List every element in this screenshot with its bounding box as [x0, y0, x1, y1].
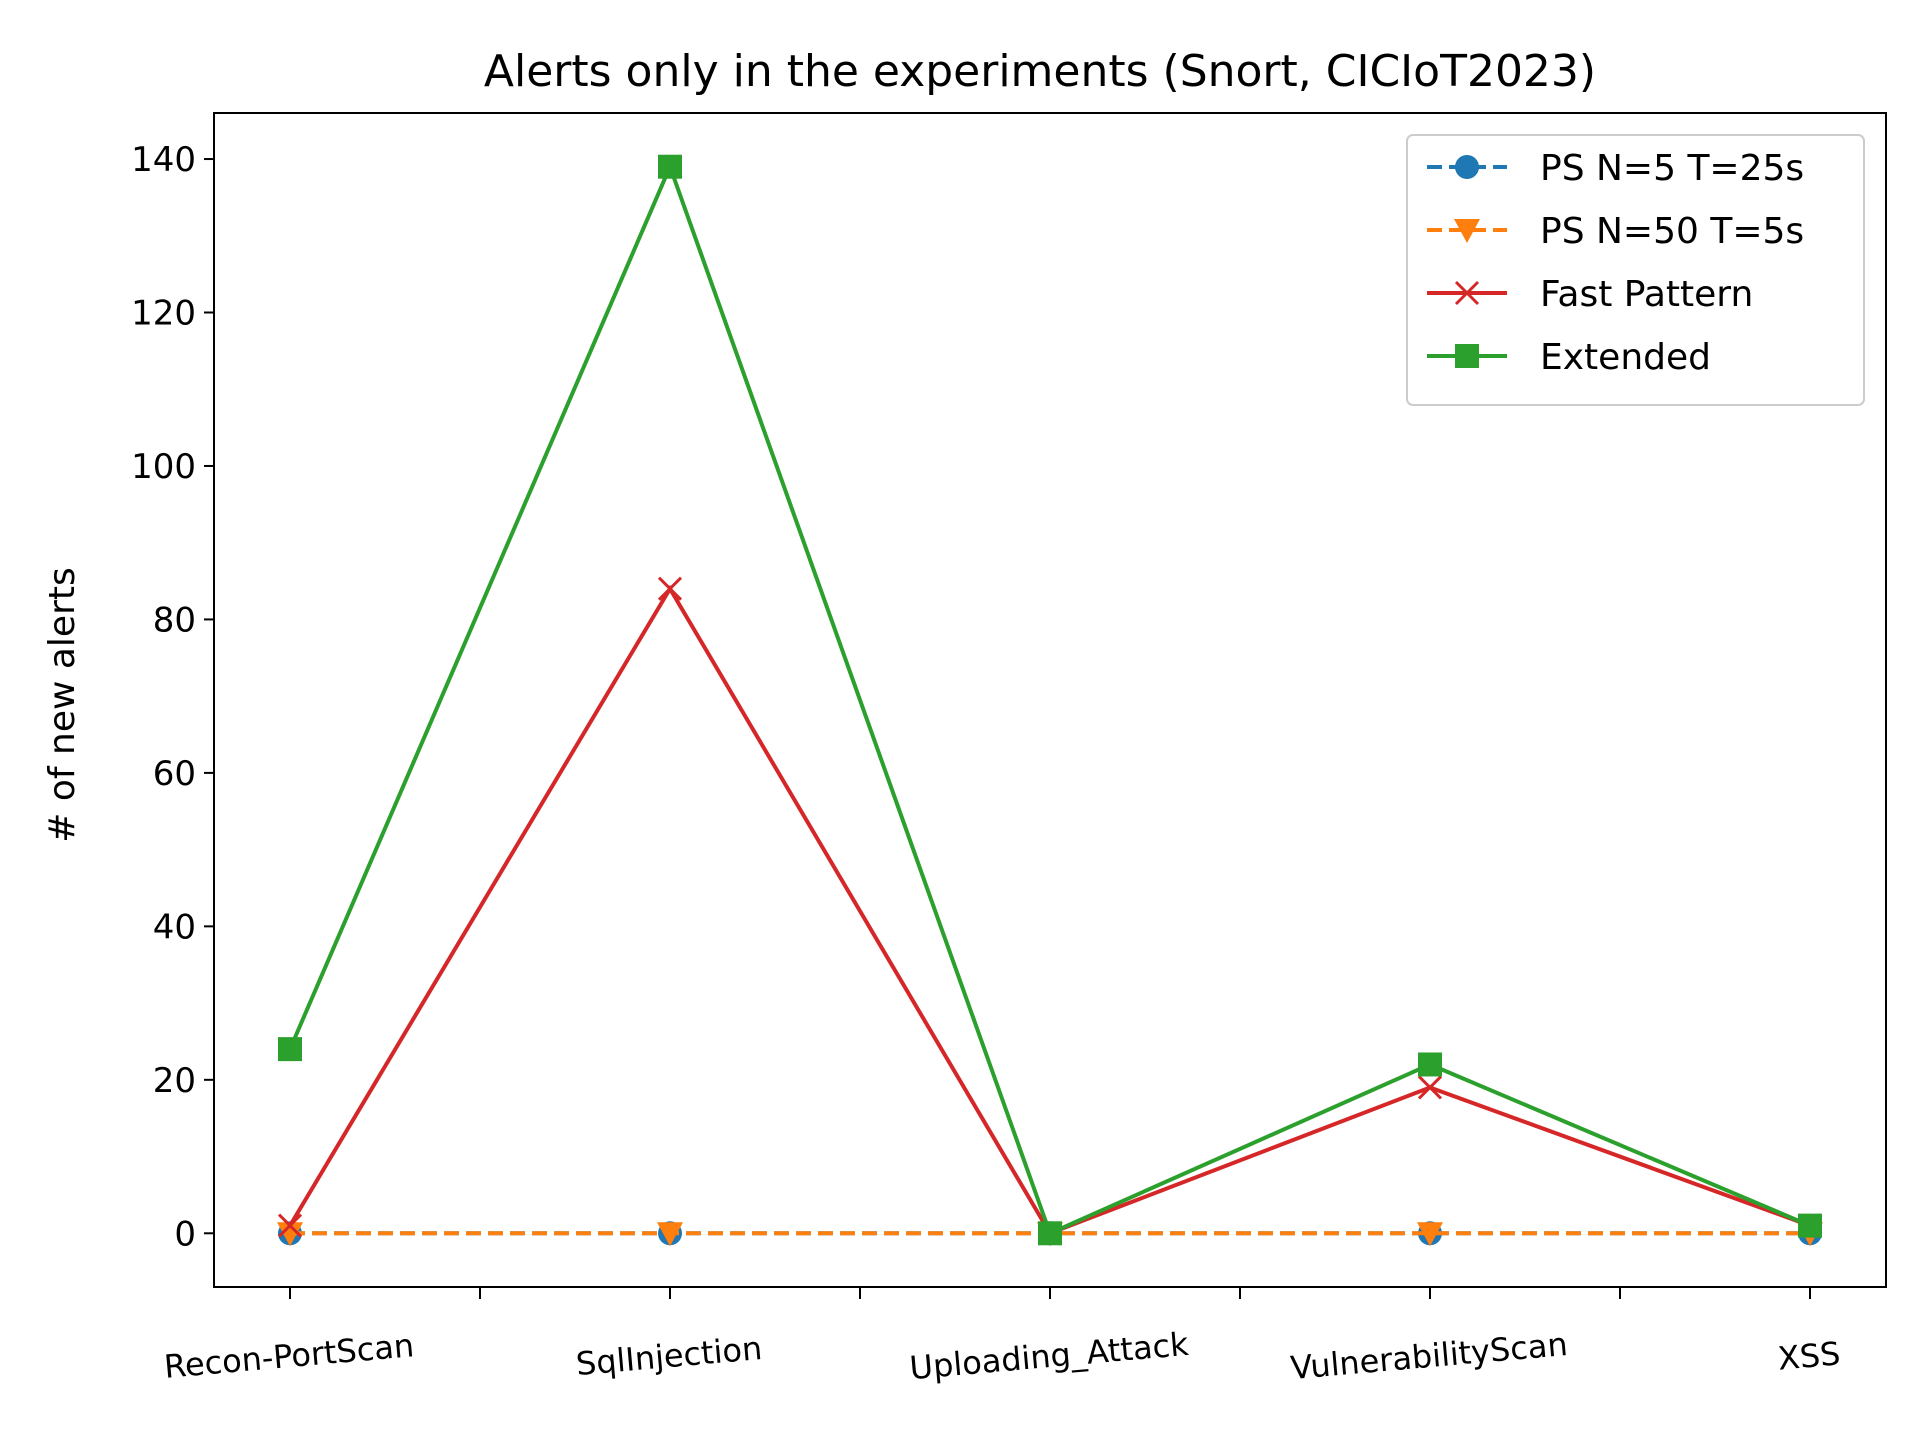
legend-label-2: Fast Pattern: [1540, 274, 1753, 315]
chart-title: Alerts only in the experiments (Snort, C…: [484, 46, 1596, 97]
series-1-point-1: [657, 1222, 683, 1247]
axes-frame: [213, 112, 1887, 1288]
series-3-point-3: [1418, 1052, 1442, 1077]
series-3: [278, 154, 1822, 1246]
legend-marker-0: [1455, 155, 1479, 179]
legend-marker-3: [1455, 344, 1479, 368]
series-3-point-0: [278, 1037, 302, 1062]
series-3-point-4: [1798, 1213, 1822, 1238]
x-tick-label-1: SqlInjection: [574, 1329, 763, 1383]
legend-label-1: PS N=50 T=5s: [1540, 211, 1804, 252]
y-tick-label-80: 80: [153, 600, 196, 640]
legend-marker-2: [1454, 280, 1480, 306]
series-2-point-0: [277, 1213, 303, 1238]
legend-box: [1406, 134, 1865, 406]
series-line-2: [288, 584, 1811, 1236]
y-tick-label-20: 20: [153, 1061, 196, 1101]
y-tick-label-0: 0: [174, 1214, 196, 1254]
y-tick-label-60: 60: [153, 754, 196, 794]
legend: PS N=5 T=25s PS N=50 T=5s Fast Pattern Exte…: [1406, 134, 1865, 406]
x-tick-label-3: VulnerabilityScan: [1289, 1325, 1569, 1387]
legend-label-3: Extended: [1540, 337, 1711, 378]
y-tick-label-40: 40: [153, 907, 196, 947]
series-1-point-3: [1417, 1222, 1443, 1247]
y-tick-label-140: 140: [131, 140, 196, 180]
legend-label-0: PS N=5 T=25s: [1540, 148, 1804, 189]
y-axis-label: # of new alerts: [42, 567, 83, 842]
series-2-point-3: [1417, 1075, 1443, 1100]
series-1-point-0: [277, 1222, 303, 1247]
y-tick-label-120: 120: [131, 294, 196, 334]
series-2-point-1: [657, 576, 683, 601]
x-tick-label-4: XSS: [1776, 1334, 1842, 1377]
x-tick-label-2: Uploading_Attack: [908, 1325, 1190, 1387]
series-3-point-2: [1038, 1221, 1062, 1246]
legend-marker-1: [1454, 218, 1480, 243]
y-tick-label-100: 100: [131, 447, 196, 487]
series-2: [277, 576, 1823, 1246]
x-tick-label-0: Recon-PortScan: [163, 1326, 416, 1386]
series-3-point-1: [658, 154, 682, 179]
